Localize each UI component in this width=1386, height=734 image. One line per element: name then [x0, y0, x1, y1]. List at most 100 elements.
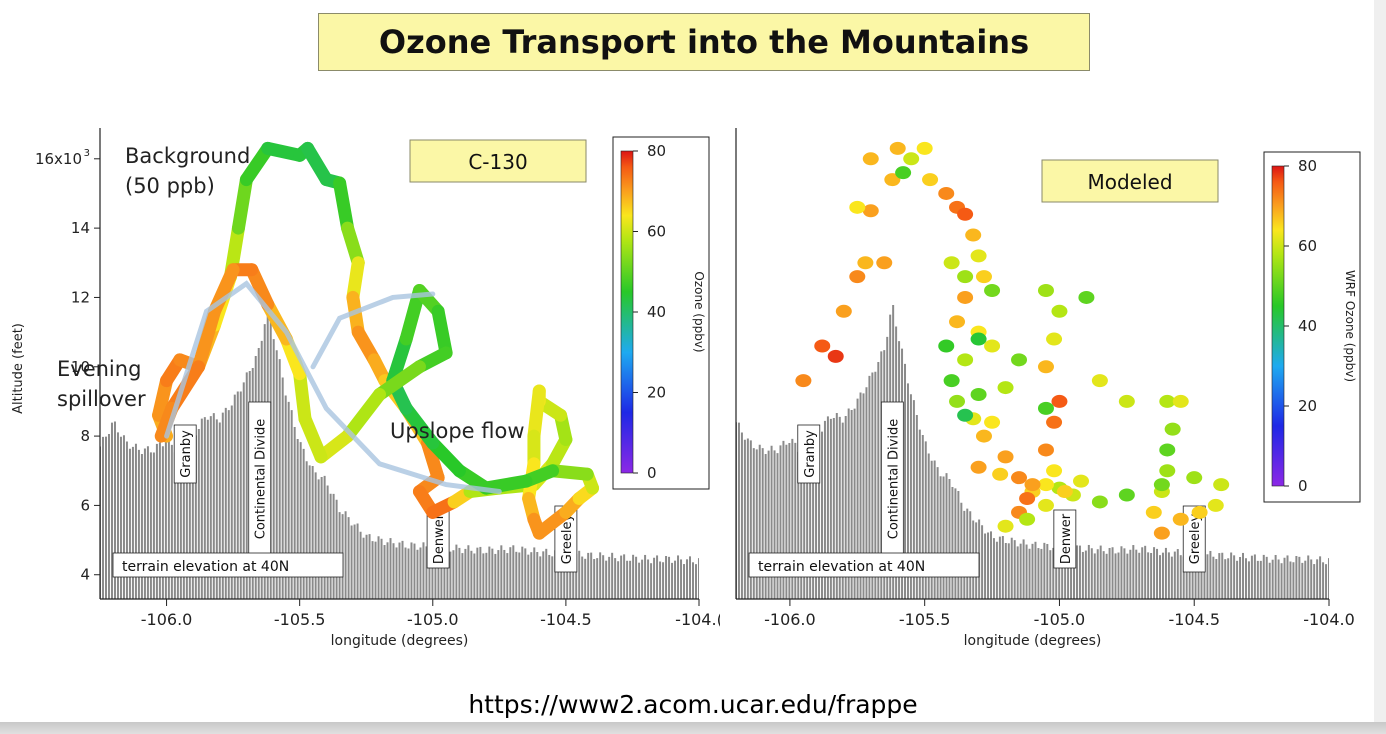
annotation-background: Background: [125, 144, 250, 168]
model-point: [1207, 498, 1224, 512]
model-point: [1145, 505, 1162, 519]
track-segment: [231, 173, 253, 235]
y-tick-label: 16x10: [35, 150, 82, 168]
model-point: [889, 141, 906, 155]
model-point: [938, 186, 955, 200]
page-title: Ozone Transport into the Mountains: [378, 23, 1030, 61]
model-point: [957, 353, 974, 367]
title-box: Ozone Transport into the Mountains: [318, 13, 1090, 71]
x-tick-label: -105.5: [899, 610, 951, 629]
colorbar-tick-label: 20: [647, 384, 666, 402]
model-point: [1186, 471, 1203, 485]
svg-text:Denwer: Denwer: [1059, 513, 1074, 564]
annotation-upslope-flow: Upslope flow: [390, 419, 525, 443]
y-tick-superscript: 3: [84, 148, 90, 159]
model-point: [1024, 478, 1041, 492]
model-point: [1037, 401, 1054, 415]
chart-modeled: -106.0 -105.5 -105.0 -104.5 -104.0 longitude …: [735, 128, 1361, 649]
flow-arrow-2: [310, 291, 436, 370]
flow-arrow-1: [164, 280, 502, 494]
y-tick-label: 14: [71, 219, 90, 237]
model-point: [957, 270, 974, 284]
colorbar-tick-label: 0: [647, 464, 657, 482]
svg-text:C-130: C-130: [468, 150, 527, 174]
model-point: [1164, 422, 1181, 436]
track-segment: [431, 304, 453, 360]
svg-text:Continental Divide: Continental Divide: [886, 419, 901, 539]
colorbar-tick-label: 40: [1298, 317, 1317, 335]
svg-text:Granby: Granby: [803, 430, 818, 478]
model-point: [970, 387, 987, 401]
annotation-background-value: (50 ppb): [125, 174, 215, 198]
model-point: [1019, 491, 1036, 505]
model-point: [922, 173, 939, 187]
model-point: [1172, 512, 1189, 526]
model-point: [975, 429, 992, 443]
annotation-spillover: spillover: [57, 387, 146, 411]
model-point: [1051, 394, 1068, 408]
track-segment: [293, 367, 312, 426]
x-axis-label: longitude (degrees): [964, 633, 1102, 649]
model-point: [949, 315, 966, 329]
colorbar-gradient: [620, 150, 634, 474]
model-point: [1056, 485, 1073, 499]
x-tick-label: -105.0: [1034, 610, 1086, 629]
model-point: [1037, 284, 1054, 298]
model-point: [1078, 290, 1095, 304]
track-segment: [479, 474, 533, 495]
colorbar-tick-label: 40: [647, 303, 666, 321]
place-label-denwer: Denwer: [426, 509, 450, 569]
model-point: [1159, 443, 1176, 457]
model-point: [1091, 374, 1108, 388]
model-point: [1091, 495, 1108, 509]
model-point: [957, 207, 974, 221]
track-segment: [386, 332, 413, 388]
model-point: [997, 519, 1014, 533]
model-point: [814, 339, 831, 353]
svg-text:Greeley: Greeley: [560, 513, 575, 564]
model-point: [992, 467, 1009, 481]
model-point: [1118, 394, 1135, 408]
svg-text:Continental Divide: Continental Divide: [254, 419, 269, 539]
model-point: [984, 284, 1001, 298]
model-point: [1172, 394, 1189, 408]
model-point: [1011, 353, 1028, 367]
x-tick-label: -105.0: [407, 610, 459, 629]
model-point: [938, 339, 955, 353]
model-point: [916, 141, 933, 155]
model-point: [1037, 478, 1054, 492]
x-tick-label: -105.5: [274, 610, 326, 629]
svg-text:terrain elevation at 40N: terrain elevation at 40N: [122, 559, 289, 575]
x-tick-label: -106.0: [141, 610, 193, 629]
model-point: [949, 394, 966, 408]
colorbar-tick-label: 0: [1298, 477, 1308, 495]
model-point: [957, 408, 974, 422]
model-point: [997, 381, 1014, 395]
model-point: [970, 249, 987, 263]
model-point: [997, 450, 1014, 464]
model-point: [849, 270, 866, 284]
window-edge: [1374, 0, 1386, 722]
colorbar-tick-label: 80: [647, 142, 666, 160]
source-url-text[interactable]: https://www2.acom.ucar.edu/frappe: [468, 690, 918, 719]
model-point: [857, 256, 874, 270]
x-tick-label: -106.0: [764, 610, 816, 629]
svg-text:terrain elevation at 40N: terrain elevation at 40N: [758, 559, 925, 575]
track-segment: [399, 401, 440, 450]
model-point: [827, 349, 844, 363]
x-axis-label: longitude (degrees): [331, 633, 469, 649]
y-tick-label: 10: [71, 358, 90, 376]
model-point: [970, 332, 987, 346]
source-url[interactable]: https://www2.acom.ucar.edu/frappe: [0, 690, 1386, 719]
annotation-evening: Evening: [57, 357, 141, 381]
model-point: [1213, 478, 1230, 492]
x-tick-label: -104.(: [675, 610, 720, 629]
model-point: [975, 270, 992, 284]
panel-label-modeled: Modeled: [1041, 159, 1219, 203]
model-point: [943, 374, 960, 388]
y-tick-label: 6: [80, 496, 90, 514]
model-point: [1153, 478, 1170, 492]
track-segment: [527, 384, 546, 443]
model-point: [895, 166, 912, 180]
model-point: [795, 374, 812, 388]
